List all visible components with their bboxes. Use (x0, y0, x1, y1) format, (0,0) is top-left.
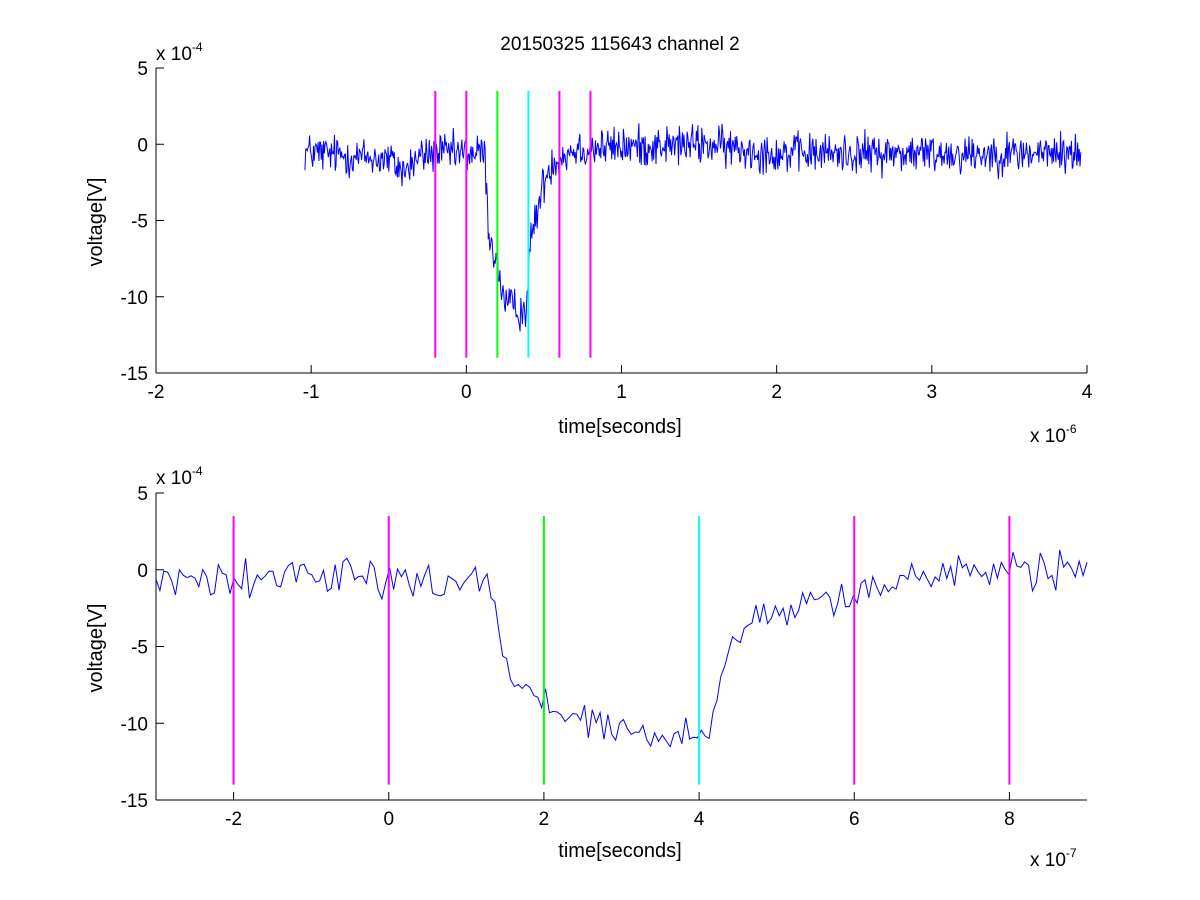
x-tick-label: -2 (225, 809, 242, 830)
x-tick-label: 4 (1082, 382, 1093, 403)
y-axis-label: voltage[V] (85, 604, 107, 693)
x-tick-label: 6 (849, 809, 860, 830)
voltage-series-line (304, 123, 1082, 332)
x-tick-label: 4 (694, 809, 705, 830)
y-exponent-label: x 10-4 (156, 464, 203, 489)
y-tick-label: -10 (121, 288, 148, 309)
x-tick-label: 0 (383, 809, 394, 830)
y-tick-label: 0 (137, 561, 148, 582)
subplot-bottom: x 10-4 x 10-7 time[seconds] voltage[V] -… (85, 464, 1088, 871)
figure-title: 20150325 115643 channel 2 (500, 34, 740, 55)
y-tick-label: 5 (137, 484, 148, 505)
y-tick-label: 5 (137, 59, 148, 80)
x-tick-label: 8 (1004, 809, 1015, 830)
y-tick-label: -10 (121, 714, 148, 735)
x-tick-label: 2 (539, 809, 550, 830)
x-tick-label: 0 (461, 382, 472, 403)
y-tick-label: 0 (137, 135, 148, 156)
y-tick-label: -5 (131, 212, 148, 233)
x-tick-label: 1 (616, 382, 627, 403)
subplot-top: x 10-4 x 10-6 time[seconds] voltage[V] -… (85, 40, 1093, 447)
x-tick-label: -2 (148, 382, 165, 403)
y-tick-label: -15 (121, 791, 148, 812)
y-axis-label: voltage[V] (85, 178, 107, 267)
x-tick-label: 3 (927, 382, 938, 403)
y-tick-label: -15 (121, 364, 148, 385)
x-exponent-label: x 10-6 (1030, 422, 1077, 447)
voltage-series-line (155, 549, 1088, 748)
x-exponent-label: x 10-7 (1030, 846, 1077, 871)
x-axis-label: time[seconds] (558, 840, 681, 862)
x-tick-label: -1 (303, 382, 320, 403)
x-axis-label: time[seconds] (558, 416, 681, 438)
y-exponent-label: x 10-4 (156, 40, 203, 65)
y-tick-label: -5 (131, 638, 148, 659)
x-tick-label: 2 (771, 382, 782, 403)
